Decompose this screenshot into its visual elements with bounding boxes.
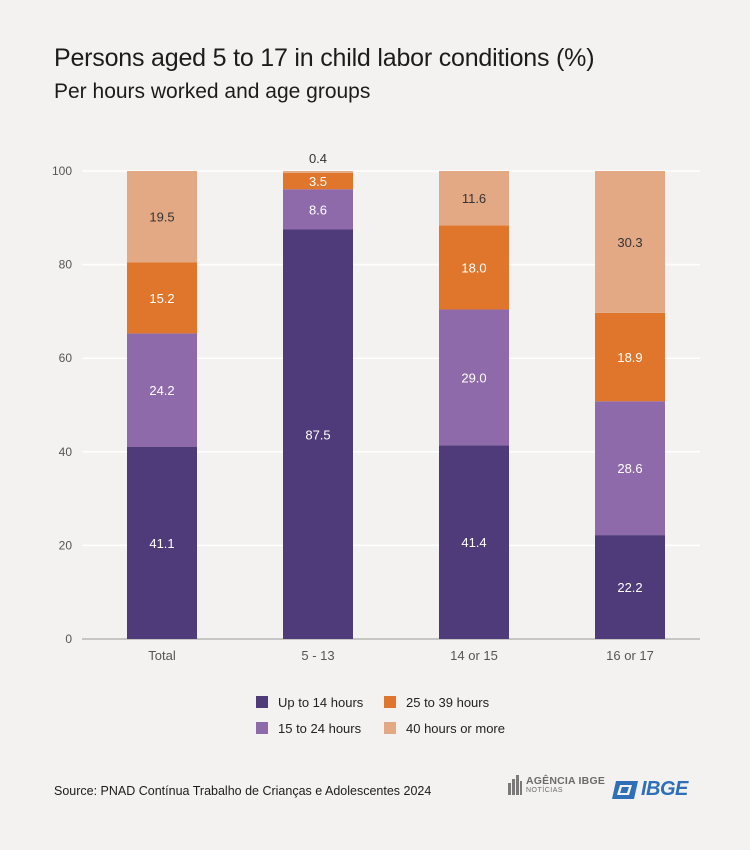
y-tick-label: 40 — [59, 445, 73, 459]
chart-legend: Up to 14 hours 25 to 39 hours 15 to 24 h… — [256, 694, 544, 736]
legend-swatch — [384, 696, 396, 708]
legend-swatch — [256, 696, 268, 708]
bar-segment — [283, 171, 353, 173]
x-tick-label: 16 or 17 — [606, 648, 654, 663]
data-label: 3.5 — [309, 174, 327, 189]
data-label: 11.6 — [462, 191, 486, 206]
legend-item-25-to-39: 25 to 39 hours — [384, 694, 544, 710]
y-tick-label: 100 — [52, 164, 72, 178]
data-label: 19.5 — [149, 210, 174, 225]
bar-segment — [595, 312, 665, 402]
y-tick-label: 0 — [65, 632, 72, 646]
bar-segment — [127, 333, 197, 447]
legend-item-up-to-14: Up to 14 hours — [256, 694, 384, 710]
data-label: 18.9 — [617, 350, 642, 365]
data-label: 24.2 — [149, 383, 174, 398]
ibge-emblem-icon — [612, 780, 638, 799]
bar-segment — [439, 171, 509, 226]
bar-segment — [595, 401, 665, 536]
agencia-mark-icon — [508, 775, 522, 795]
data-label: 22.2 — [617, 580, 642, 595]
bar-segment — [127, 171, 197, 263]
data-label: 41.1 — [149, 536, 174, 551]
agencia-logo-subtext: NOTÍCIAS — [526, 786, 564, 794]
bar-segment — [283, 229, 353, 639]
data-label: 28.6 — [617, 461, 642, 476]
y-tick-label: 20 — [59, 538, 73, 552]
ibge-logo-text: IBGE — [641, 778, 688, 800]
bar-segment — [127, 262, 197, 334]
source-note: Source: PNAD Contínua Trabalho de Crianç… — [54, 784, 432, 798]
bar-segment — [283, 172, 353, 190]
data-label: 8.6 — [309, 202, 327, 217]
bar-segment — [439, 309, 509, 446]
data-label: 15.2 — [149, 291, 174, 306]
agencia-ibge-logo: AGÊNCIA IBGE NOTÍCIAS — [508, 775, 605, 795]
legend-label: Up to 14 hours — [278, 694, 364, 710]
y-tick-label: 80 — [59, 258, 73, 272]
chart-title: Persons aged 5 to 17 in child labor cond… — [54, 44, 595, 72]
y-tick-label: 60 — [59, 351, 73, 365]
legend-item-40-plus: 40 hours or more — [384, 720, 544, 736]
legend-label: 40 hours or more — [406, 720, 505, 736]
data-label: 41.4 — [461, 535, 486, 550]
data-label: 29.0 — [461, 370, 486, 385]
x-tick-label: 14 or 15 — [450, 648, 498, 663]
agencia-logo-text: AGÊNCIA IBGE — [526, 774, 606, 787]
legend-label: 25 to 39 hours — [406, 694, 490, 710]
legend-label: 15 to 24 hours — [278, 720, 362, 736]
stacked-bar-chart: 0 20 40 60 80 100 41.1 24.2 15.2 19.5 Total 87.5 8.6… — [52, 151, 700, 663]
bar-segment — [127, 446, 197, 639]
x-tick-label: 5 - 13 — [301, 648, 334, 663]
bar-segment — [439, 445, 509, 639]
x-tick-label: Total — [148, 648, 176, 663]
data-label: 30.3 — [617, 235, 642, 250]
data-label: 0.4 — [309, 151, 327, 166]
data-label: 18.0 — [461, 260, 486, 275]
data-label: 87.5 — [305, 427, 330, 442]
legend-item-15-to-24: 15 to 24 hours — [256, 720, 384, 736]
legend-swatch — [384, 722, 396, 734]
bar-segment — [595, 171, 665, 313]
chart-subtitle: Per hours worked and age groups — [54, 80, 371, 103]
legend-swatch — [256, 722, 268, 734]
bar-segment — [595, 535, 665, 639]
bar-segment — [283, 189, 353, 230]
ibge-logo: IBGE — [612, 778, 688, 801]
bar-segment — [439, 225, 509, 310]
